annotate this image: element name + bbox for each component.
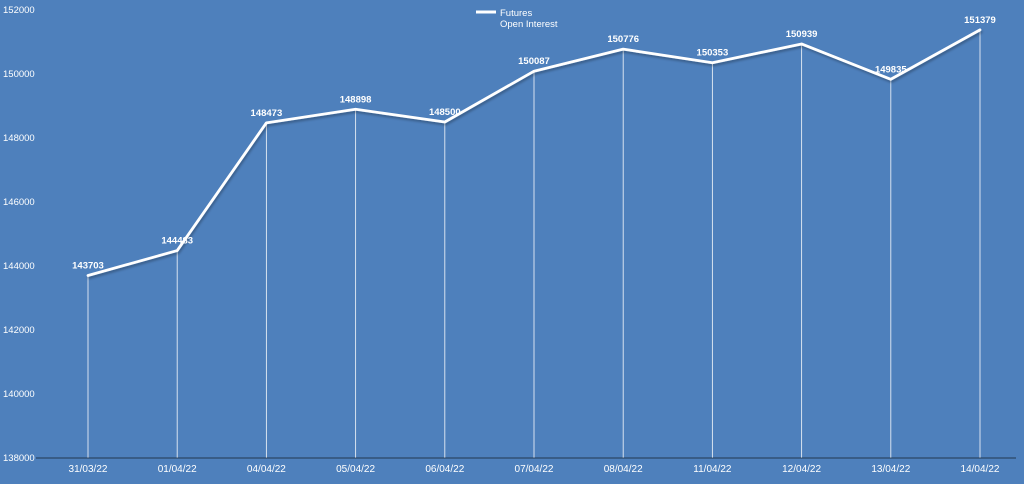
data-label: 150776 xyxy=(607,34,639,45)
legend-label: Futures xyxy=(500,8,532,19)
y-axis-label: 152000 xyxy=(3,5,35,16)
x-axis-label: 12/04/22 xyxy=(782,464,821,475)
x-axis-label: 14/04/22 xyxy=(961,464,1000,475)
y-axis-label: 146000 xyxy=(3,197,35,208)
x-axis-label: 01/04/22 xyxy=(158,464,197,475)
x-axis-label: 07/04/22 xyxy=(515,464,554,475)
y-axis-label: 140000 xyxy=(3,389,35,400)
data-label: 143703 xyxy=(72,261,104,272)
data-label: 144483 xyxy=(161,236,193,247)
data-label: 149835 xyxy=(875,64,907,75)
series-line xyxy=(86,28,982,277)
data-label: 150087 xyxy=(518,56,550,67)
x-axis-label: 11/04/22 xyxy=(693,464,732,475)
x-axis-label: 13/04/22 xyxy=(871,464,910,475)
y-axis-label: 138000 xyxy=(3,453,35,464)
x-axis-label: 31/03/22 xyxy=(69,464,108,475)
x-axis-label: 08/04/22 xyxy=(604,464,643,475)
x-axis-label: 06/04/22 xyxy=(425,464,464,475)
y-axis-label: 144000 xyxy=(3,261,35,272)
data-label: 150939 xyxy=(786,29,818,40)
y-axis-label: 142000 xyxy=(3,325,35,336)
data-label: 148473 xyxy=(251,108,283,119)
y-axis-label: 148000 xyxy=(3,133,35,144)
x-axis-label: 04/04/22 xyxy=(247,464,286,475)
data-label: 150353 xyxy=(697,48,729,59)
legend-label: Open Interest xyxy=(500,19,558,30)
data-label: 151379 xyxy=(964,15,996,26)
x-axis-label: 05/04/22 xyxy=(336,464,375,475)
data-label: 148898 xyxy=(340,94,372,105)
data-label: 148500 xyxy=(429,107,461,118)
y-axis-label: 150000 xyxy=(3,69,35,80)
